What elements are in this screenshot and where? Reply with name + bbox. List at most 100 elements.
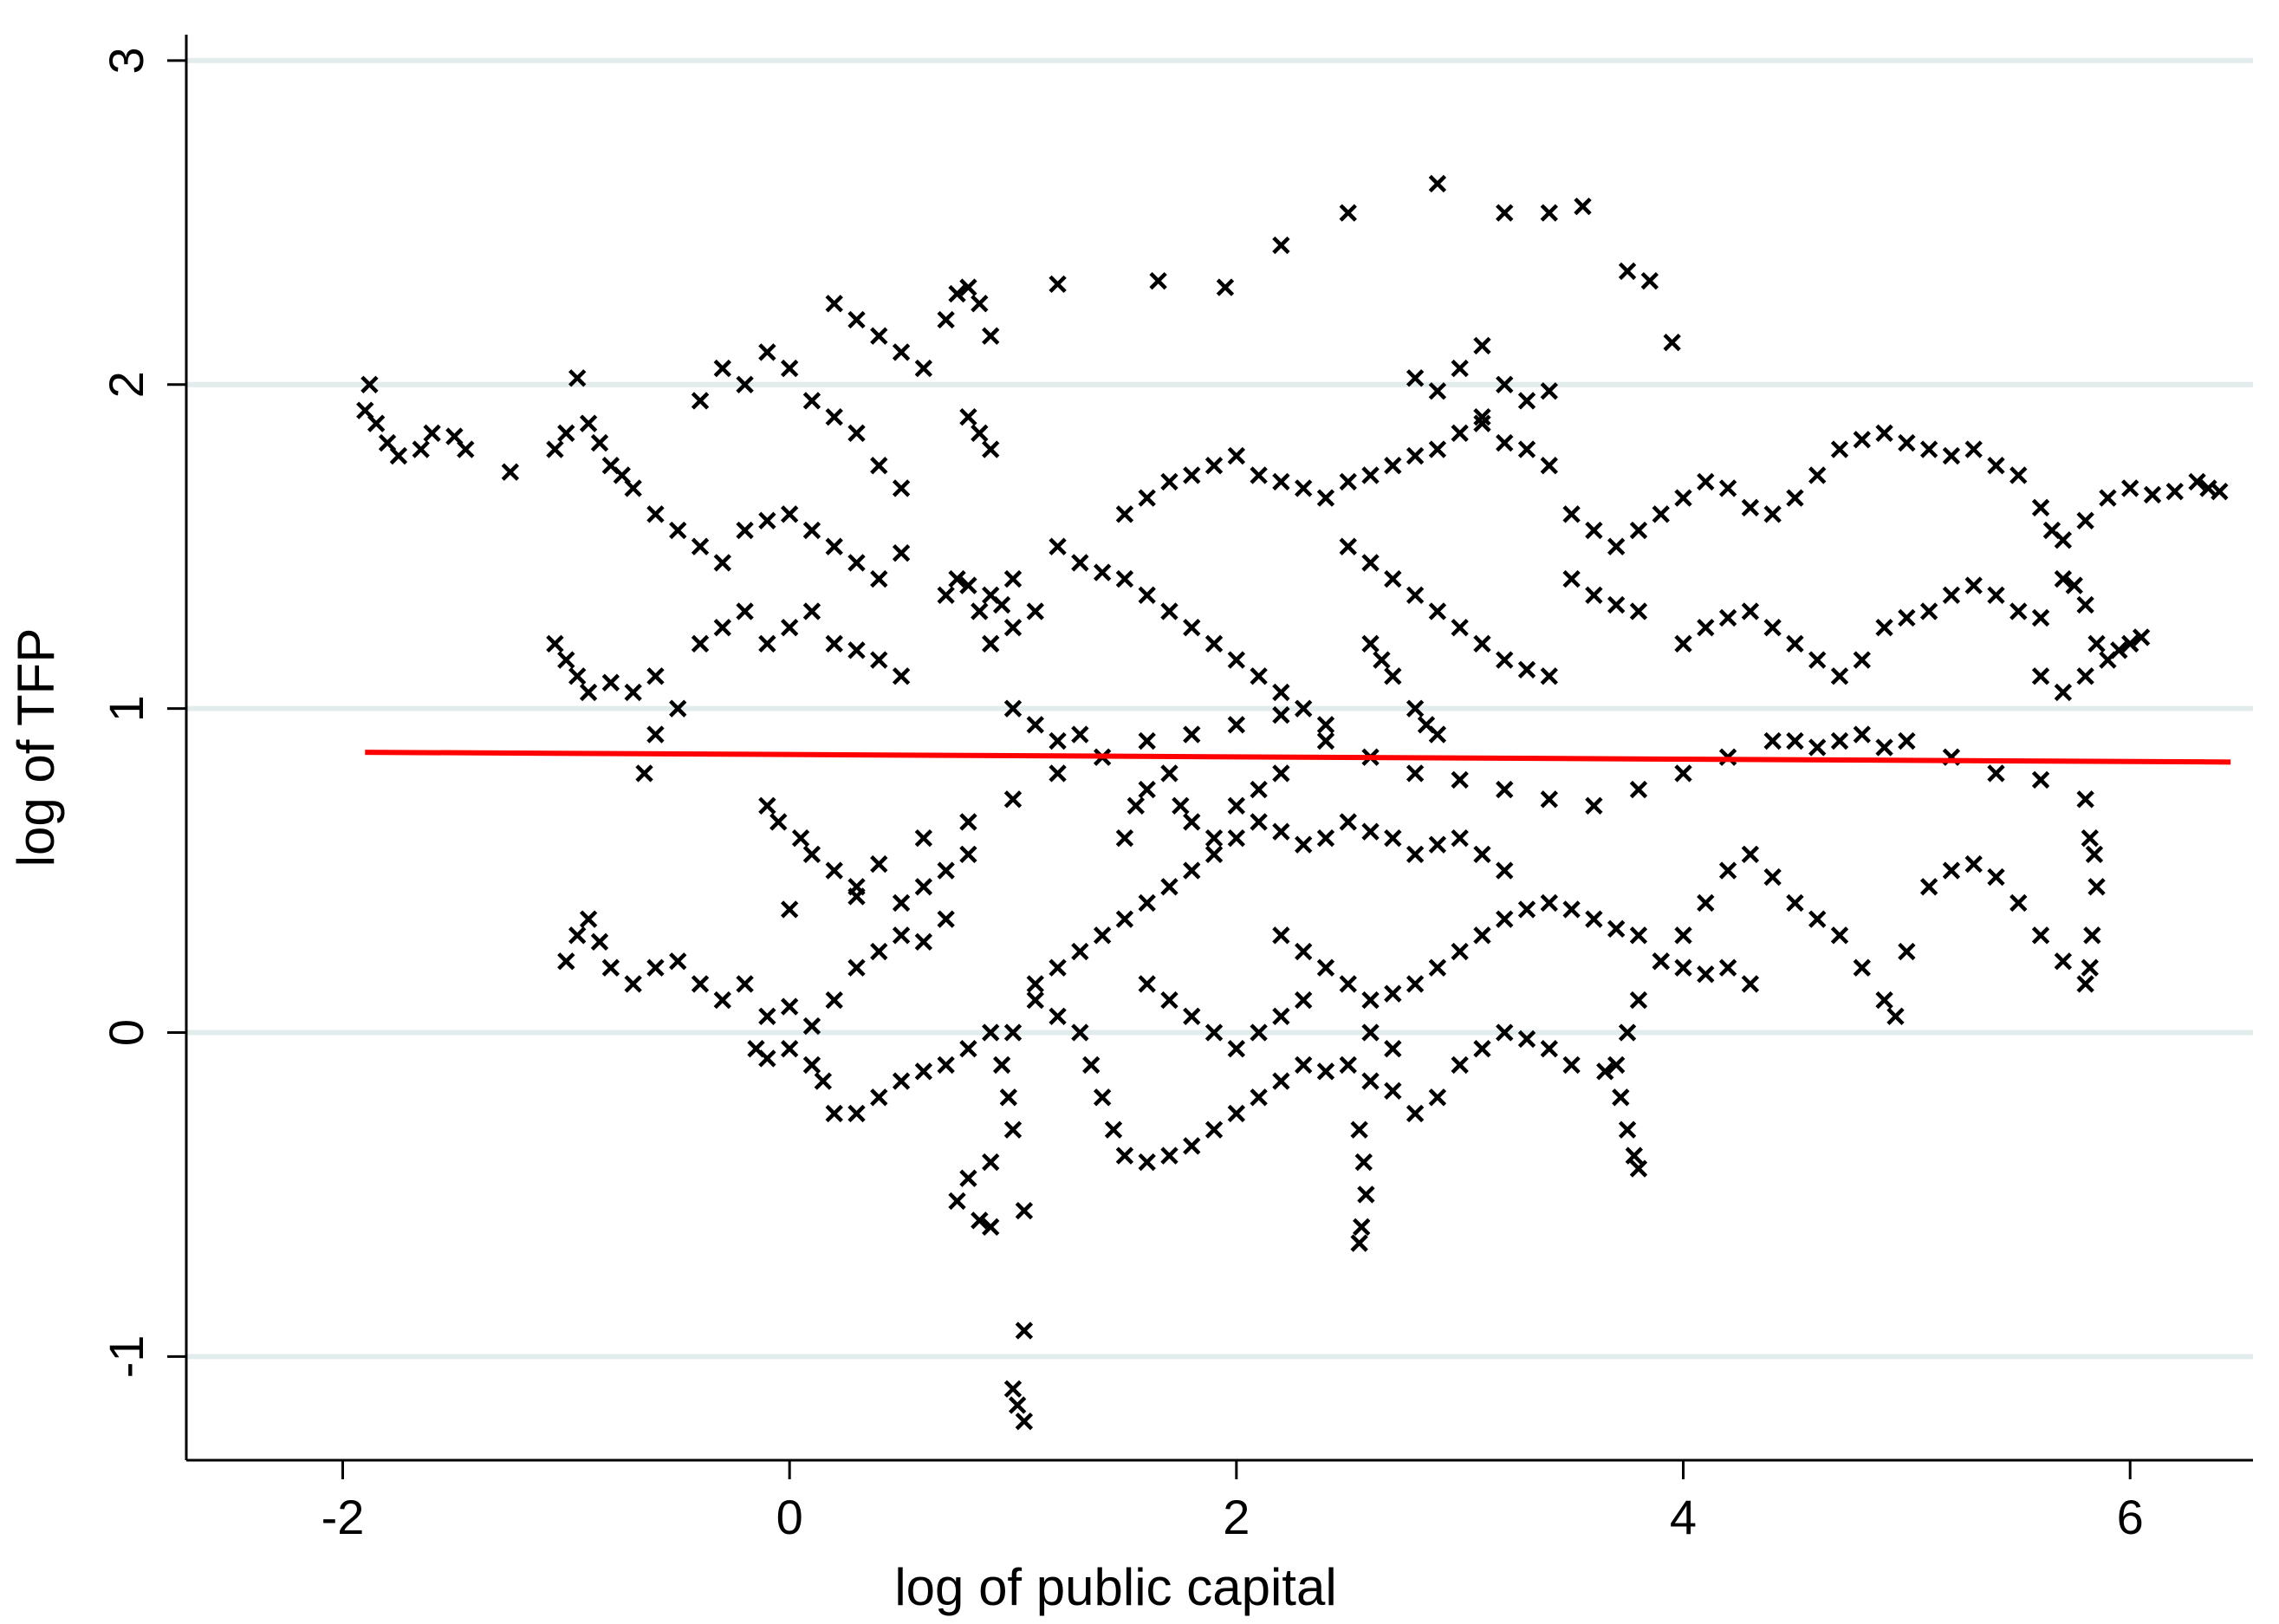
- data-point: [2031, 770, 2050, 789]
- data-point: [959, 1169, 977, 1187]
- data-point: [1272, 1072, 1290, 1090]
- data-point: [1316, 1062, 1335, 1081]
- x-tick-label: 0: [776, 1490, 803, 1544]
- data-point: [1898, 608, 1916, 627]
- data-point: [914, 878, 933, 896]
- data-point: [590, 433, 609, 452]
- data-point: [568, 926, 587, 945]
- data-point: [1517, 392, 1536, 410]
- data-point: [1496, 204, 1514, 222]
- data-point: [1160, 991, 1178, 1010]
- data-point: [1496, 1023, 1514, 1042]
- data-point: [1540, 1040, 1558, 1058]
- data-point: [870, 1088, 888, 1107]
- data-point: [1612, 1088, 1630, 1107]
- data-point: [1049, 275, 1067, 294]
- data-point: [624, 683, 642, 702]
- gridlines: [186, 57, 2253, 1360]
- data-point: [1853, 725, 1871, 744]
- data-point: [1942, 446, 1961, 465]
- data-point: [1015, 1412, 1034, 1431]
- data-point: [870, 569, 888, 588]
- data-point: [959, 1040, 977, 1058]
- data-point: [1629, 926, 1648, 945]
- data-point: [1674, 489, 1692, 507]
- data-point: [546, 634, 564, 653]
- data-point: [1585, 796, 1603, 815]
- data-point: [971, 602, 989, 620]
- data-point: [1853, 958, 1871, 977]
- data-point: [1138, 893, 1156, 913]
- data-point: [1026, 716, 1044, 734]
- data-point: [1250, 466, 1268, 484]
- data-point: [2211, 482, 2229, 501]
- data-point: [389, 446, 408, 465]
- data-point: [1674, 958, 1692, 977]
- data-point: [1138, 731, 1156, 750]
- data-point: [1384, 667, 1402, 685]
- data-point: [624, 479, 642, 497]
- data-point: [1875, 738, 1893, 757]
- data-point: [1361, 466, 1380, 484]
- data-point: [1786, 489, 1804, 507]
- data-point: [367, 414, 386, 432]
- data-point: [1964, 854, 1983, 874]
- data-point: [1763, 731, 1782, 750]
- data-point: [1272, 926, 1290, 945]
- data-point: [2165, 482, 2184, 501]
- data-point: [1875, 991, 1893, 1010]
- data-point: [1786, 893, 1804, 913]
- data-point: [1138, 1153, 1156, 1172]
- data-point: [1406, 845, 1425, 864]
- data-point: [1115, 1147, 1134, 1165]
- data-point: [2076, 790, 2094, 809]
- data-point: [959, 407, 977, 426]
- data-point: [1003, 1380, 1023, 1398]
- data-point: [1183, 1137, 1201, 1155]
- x-tick-label: -2: [321, 1490, 365, 1544]
- data-point: [1540, 457, 1558, 475]
- data-point: [1339, 537, 1357, 555]
- data-point: [982, 1218, 1000, 1237]
- data-point: [937, 586, 955, 604]
- data-point: [1049, 1007, 1067, 1025]
- data-point: [825, 537, 843, 555]
- data-point: [870, 942, 888, 961]
- data-point: [1629, 1160, 1648, 1178]
- data-point: [825, 861, 843, 880]
- data-point: [1640, 271, 1659, 290]
- data-point: [1451, 359, 1469, 378]
- data-point: [669, 952, 687, 971]
- data-point: [758, 343, 776, 361]
- data-point: [1361, 1072, 1380, 1090]
- data-point: [1898, 433, 1916, 452]
- data-point: [2081, 958, 2099, 977]
- data-point: [1517, 900, 1536, 919]
- data-point: [937, 861, 955, 880]
- data-point: [2110, 641, 2128, 659]
- data-point: [2031, 926, 2050, 945]
- data-point: [825, 634, 843, 653]
- data-point: [691, 634, 710, 653]
- data-point: [1741, 602, 1760, 620]
- data-point: [1562, 900, 1581, 919]
- data-point: [948, 1192, 966, 1211]
- data-point: [1607, 595, 1626, 614]
- x-tick-label: 2: [1223, 1490, 1250, 1544]
- data-point: [1428, 174, 1447, 193]
- data-point: [1473, 926, 1491, 945]
- data-point: [1003, 1023, 1023, 1042]
- data-point: [758, 634, 776, 653]
- data-point: [1138, 586, 1156, 604]
- data-point: [1204, 634, 1224, 653]
- data-point: [646, 958, 665, 977]
- data-point: [870, 327, 888, 345]
- x-axis-ticks: -2 0 2 4 6: [321, 1460, 2144, 1544]
- data-point: [1049, 537, 1067, 555]
- data-point: [825, 1104, 843, 1123]
- data-point: [2010, 466, 2028, 484]
- data-point: [601, 673, 620, 692]
- data-point: [1741, 975, 1760, 993]
- data-point: [2076, 595, 2094, 614]
- data-point: [847, 641, 866, 659]
